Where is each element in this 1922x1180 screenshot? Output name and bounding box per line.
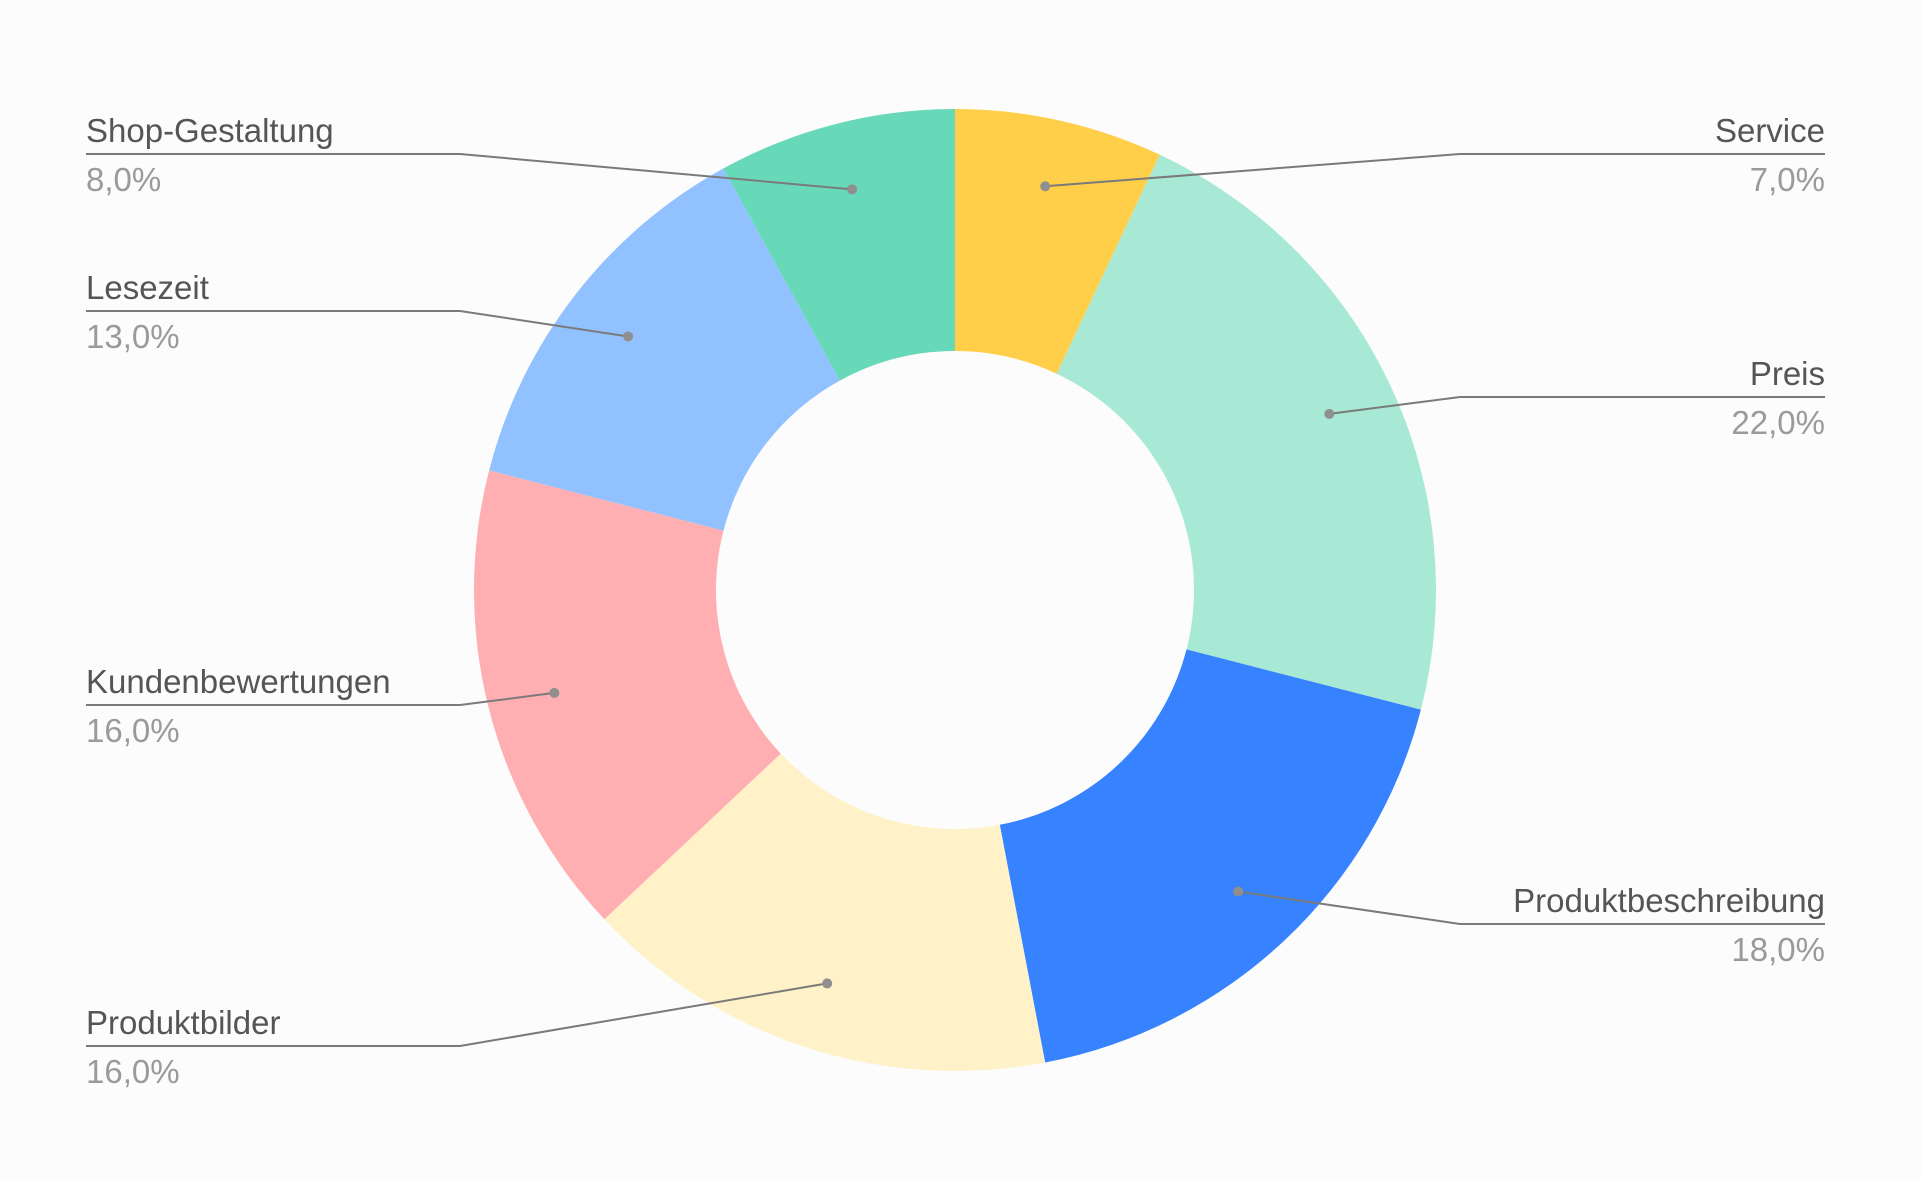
donut-slices <box>474 109 1436 1071</box>
leader-line-produktbilder <box>86 982 828 1047</box>
slice-produktbilder[interactable] <box>604 753 1046 1071</box>
leader-line-kundenbewertungen <box>86 691 555 706</box>
leader-dot-service <box>1040 181 1051 192</box>
slice-label-produktbilder: Produktbilder <box>86 1004 280 1041</box>
leader-line-preis <box>1329 396 1825 415</box>
slice-label-lesezeit: Lesezeit <box>86 269 209 306</box>
slice-label-kundenbewertungen: Kundenbewertungen <box>86 663 391 700</box>
slice-preis[interactable] <box>1056 154 1436 710</box>
leader-dot-produktbeschreibung <box>1233 886 1244 897</box>
slice-shop-gestaltung[interactable] <box>723 109 955 381</box>
leader-line-service <box>1045 153 1825 188</box>
slice-label-produktbeschreibung: Produktbeschreibung <box>1513 882 1825 919</box>
slice-label-shop-gestaltung: Shop-Gestaltung <box>86 112 334 149</box>
slice-label-preis: Preis <box>1750 355 1825 392</box>
leader-line-lesezeit <box>86 310 629 338</box>
leader-dot-preis <box>1324 408 1335 419</box>
leader-dot-shop-gestaltung <box>847 184 858 195</box>
slice-value-produktbilder: 16,0% <box>86 1053 180 1090</box>
slice-produktbeschreibung[interactable] <box>999 649 1421 1063</box>
leader-dot-kundenbewertungen <box>549 687 560 698</box>
slice-value-kundenbewertungen: 16,0% <box>86 712 180 749</box>
slice-value-service: 7,0% <box>1750 161 1825 198</box>
slice-label-service: Service <box>1715 112 1825 149</box>
leader-lines <box>86 153 1825 1047</box>
leader-dot-produktbilder <box>822 978 833 989</box>
leader-dot-lesezeit <box>623 331 634 342</box>
slice-service[interactable] <box>955 109 1160 374</box>
slice-value-shop-gestaltung: 8,0% <box>86 161 161 198</box>
slice-labels: Service 7,0% Preis 22,0% Produktbeschreibung… <box>86 112 1825 1090</box>
slice-value-produktbeschreibung: 18,0% <box>1731 931 1825 968</box>
slice-kundenbewertungen[interactable] <box>474 470 781 920</box>
leader-line-shop-gestaltung <box>86 153 853 191</box>
slice-value-lesezeit: 13,0% <box>86 318 180 355</box>
slice-value-preis: 22,0% <box>1731 404 1825 441</box>
leader-line-produktbeschreibung <box>1238 890 1825 925</box>
slice-lesezeit[interactable] <box>489 168 840 531</box>
